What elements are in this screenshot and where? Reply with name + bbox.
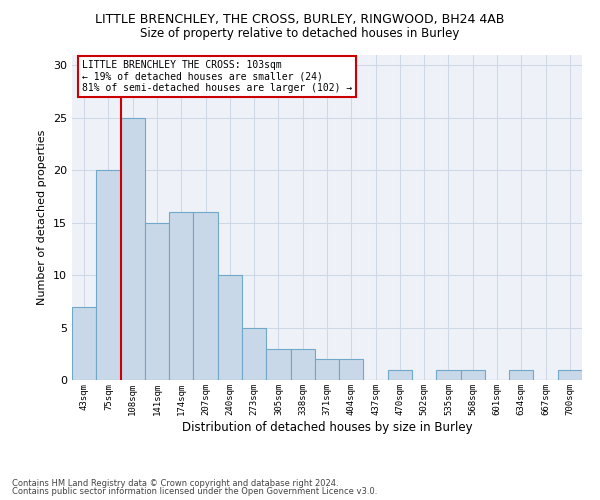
Text: Size of property relative to detached houses in Burley: Size of property relative to detached ho… xyxy=(140,28,460,40)
Bar xyxy=(121,118,145,380)
Bar xyxy=(290,348,315,380)
Text: Contains public sector information licensed under the Open Government Licence v3: Contains public sector information licen… xyxy=(12,487,377,496)
Bar xyxy=(509,370,533,380)
X-axis label: Distribution of detached houses by size in Burley: Distribution of detached houses by size … xyxy=(182,420,472,434)
Bar xyxy=(388,370,412,380)
Bar xyxy=(218,275,242,380)
Text: Contains HM Land Registry data © Crown copyright and database right 2024.: Contains HM Land Registry data © Crown c… xyxy=(12,478,338,488)
Bar xyxy=(461,370,485,380)
Bar xyxy=(96,170,121,380)
Bar xyxy=(339,359,364,380)
Bar xyxy=(266,348,290,380)
Bar xyxy=(558,370,582,380)
Bar xyxy=(193,212,218,380)
Bar xyxy=(436,370,461,380)
Bar xyxy=(315,359,339,380)
Text: LITTLE BRENCHLEY THE CROSS: 103sqm
← 19% of detached houses are smaller (24)
81%: LITTLE BRENCHLEY THE CROSS: 103sqm ← 19%… xyxy=(82,60,352,93)
Y-axis label: Number of detached properties: Number of detached properties xyxy=(37,130,47,305)
Bar xyxy=(72,306,96,380)
Bar xyxy=(242,328,266,380)
Bar xyxy=(145,222,169,380)
Bar xyxy=(169,212,193,380)
Text: LITTLE BRENCHLEY, THE CROSS, BURLEY, RINGWOOD, BH24 4AB: LITTLE BRENCHLEY, THE CROSS, BURLEY, RIN… xyxy=(95,12,505,26)
